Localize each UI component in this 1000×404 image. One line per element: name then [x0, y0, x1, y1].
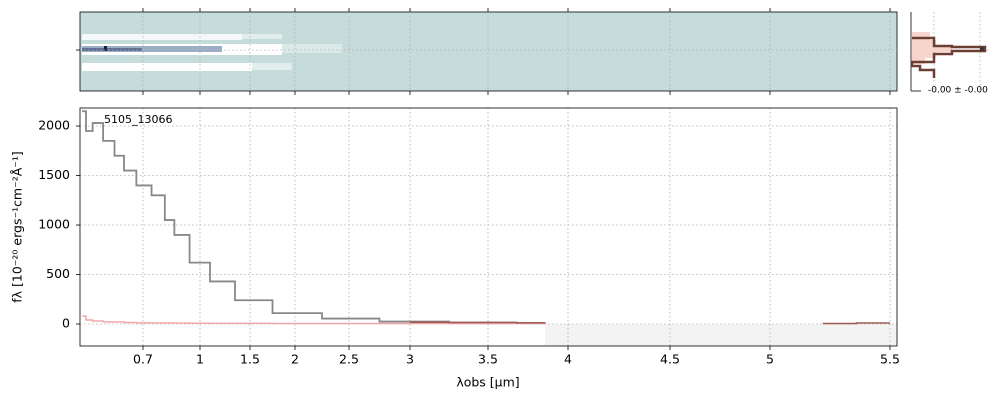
- x-tick-label: 1: [196, 352, 204, 367]
- x-tick-label: 3: [406, 352, 414, 367]
- y-tick-label: 2000: [38, 118, 70, 133]
- x-tick-label: 2.5: [339, 352, 359, 367]
- x-tick-label: 4.5: [660, 352, 680, 367]
- x-tick-label: 4: [564, 352, 572, 367]
- masked-region: [545, 324, 897, 346]
- x-tick-label: 1.5: [240, 352, 260, 367]
- spectrum-line: [410, 322, 546, 323]
- x-tick-label: 5.5: [880, 352, 900, 367]
- x-tick-label: 5: [766, 352, 774, 367]
- object-label: 5105_13066: [104, 113, 173, 126]
- profile-panel: -0.00 ± -0.00: [911, 12, 990, 96]
- spectrum-image: [80, 12, 897, 91]
- x-tick-label: 2: [291, 352, 299, 367]
- y-tick-label: 500: [46, 266, 70, 281]
- x-axis-label: λobs [μm]: [456, 375, 519, 390]
- plot-area: [80, 108, 897, 346]
- y-tick-label: 1000: [38, 217, 70, 232]
- profile-label: -0.00 ± -0.00: [928, 86, 988, 96]
- x-tick-label: 0.7: [133, 352, 153, 367]
- y-axis-label: fλ [10⁻²⁰ ergs⁻¹cm⁻²Å⁻¹]: [10, 151, 25, 303]
- y-tick-label: 1500: [38, 167, 70, 182]
- x-tick-label: 3.5: [478, 352, 498, 367]
- y-tick-label: 0: [62, 316, 70, 331]
